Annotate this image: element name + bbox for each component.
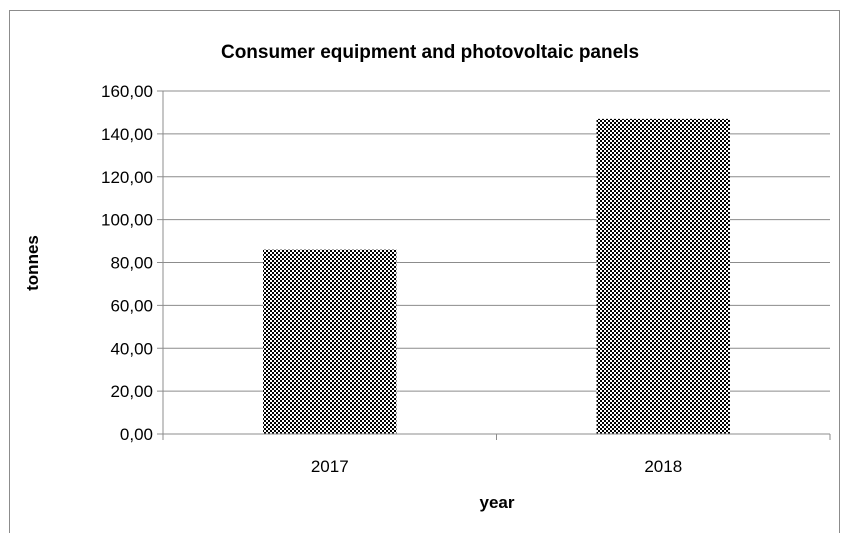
y-tick-label: 120,00 xyxy=(101,168,153,187)
y-tick-label: 160,00 xyxy=(101,82,153,101)
x-tick-labels: 2017 2018 xyxy=(311,457,682,476)
chart-title: Consumer equipment and photovoltaic pane… xyxy=(221,42,639,63)
bar xyxy=(263,249,397,434)
y-tick-label: 100,00 xyxy=(101,211,153,230)
x-tick-label: 2018 xyxy=(644,457,682,476)
y-tick-labels: 0,00 20,00 40,00 60,00 80,00 100,00 120,00 140,… xyxy=(101,82,153,444)
bar xyxy=(596,118,730,435)
y-tick-label: 0,00 xyxy=(120,425,153,444)
x-axis-title: year xyxy=(480,493,515,512)
y-tick-label: 140,00 xyxy=(101,125,153,144)
axes xyxy=(162,91,831,440)
y-axis-title: tonnes xyxy=(23,235,42,291)
y-tick-label: 60,00 xyxy=(110,296,153,315)
y-tick-label: 40,00 xyxy=(110,339,153,358)
bars xyxy=(263,118,730,435)
y-tick-label: 20,00 xyxy=(110,382,153,401)
x-tick-label: 2017 xyxy=(311,457,349,476)
y-tick-label: 80,00 xyxy=(110,254,153,273)
